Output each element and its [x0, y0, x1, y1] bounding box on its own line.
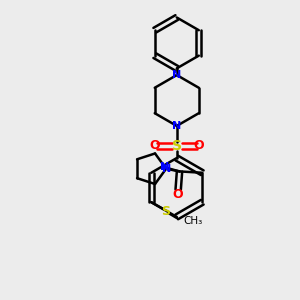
Text: N: N	[172, 70, 182, 80]
Text: N: N	[172, 121, 182, 131]
Text: N: N	[161, 164, 171, 174]
Text: S: S	[172, 139, 182, 153]
Text: N: N	[160, 162, 170, 172]
Text: O: O	[149, 140, 160, 152]
Text: O: O	[173, 188, 184, 202]
Text: S: S	[161, 205, 170, 218]
Text: CH₃: CH₃	[183, 216, 202, 226]
Text: O: O	[194, 140, 204, 152]
